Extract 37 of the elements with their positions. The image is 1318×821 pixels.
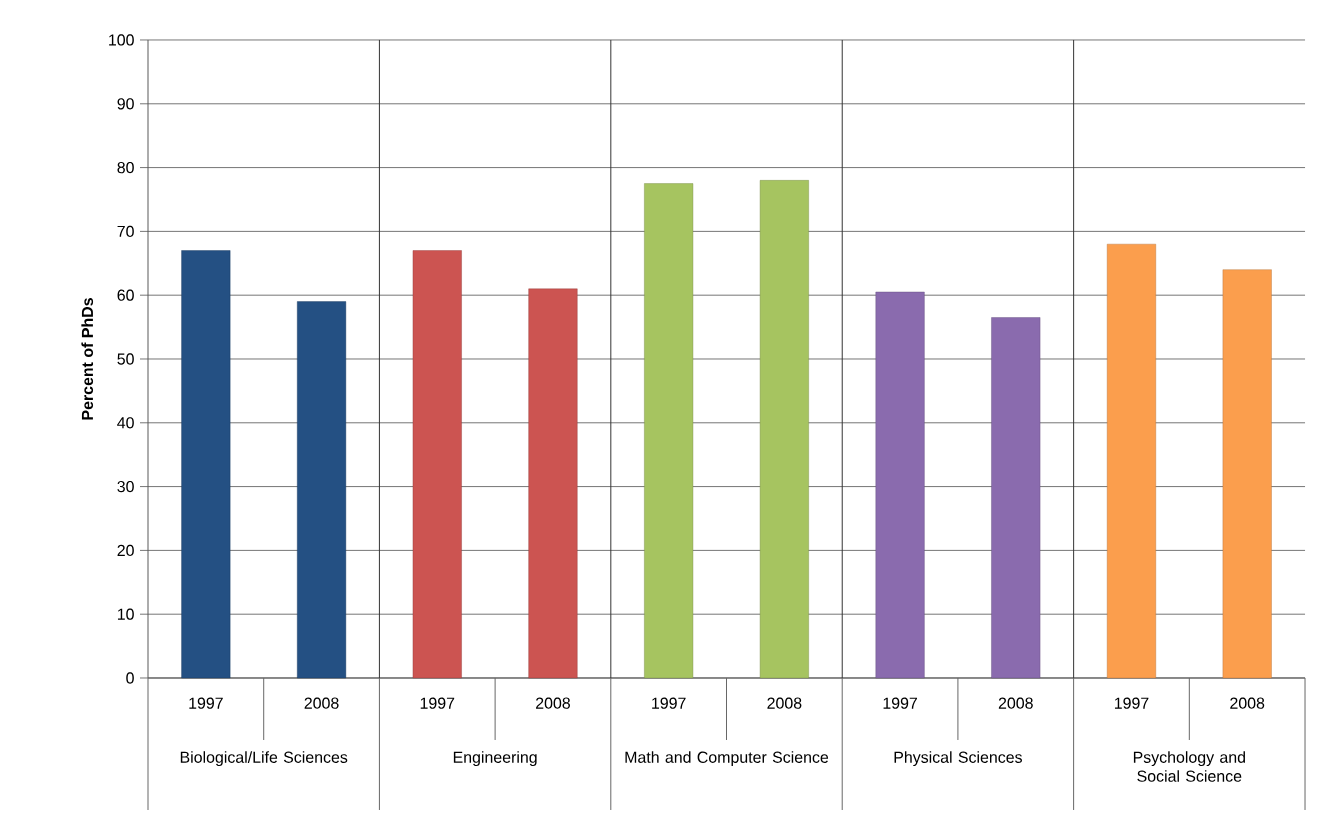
bar [528, 288, 578, 679]
y-tick-label: 40 [117, 417, 134, 429]
bar [644, 183, 694, 679]
y-tick-label: 60 [117, 289, 134, 301]
x-tick-label: 1997 [883, 697, 917, 709]
x-tick-label: 1997 [420, 697, 455, 709]
x-tick-label: 2008 [998, 697, 1033, 709]
y-tick-label: 70 [117, 225, 134, 238]
x-tick-label: 2008 [304, 697, 339, 709]
text: Engineering [453, 751, 537, 767]
bar [412, 250, 462, 679]
text: Psychology and Social Science [1133, 751, 1245, 782]
x-tick-label: 1997 [1114, 697, 1149, 709]
y-tick-label: 0 [126, 672, 134, 684]
x-tick-label: 1997 [652, 697, 686, 709]
y-axis-title: Percent of PhDs [81, 298, 94, 420]
bar [759, 180, 809, 679]
y-tick-label: 20 [117, 544, 134, 557]
x-tick-label: 2008 [767, 697, 802, 709]
y-tick-label: 90 [117, 98, 134, 110]
bar [1106, 243, 1156, 679]
x-tick-label: 2008 [1230, 697, 1265, 709]
bar [991, 317, 1041, 679]
text: Biological/Life Sciences [180, 751, 348, 767]
bar [181, 250, 231, 679]
bar [1222, 269, 1272, 679]
y-tick-label: 30 [117, 480, 134, 493]
text: Physical Sciences [894, 751, 1022, 767]
x-tick-label: 2008 [536, 697, 570, 709]
bar [297, 301, 347, 679]
y-tick-label: 10 [117, 608, 134, 620]
y-tick-label: 80 [117, 161, 134, 174]
y-tick-label: 50 [117, 353, 134, 365]
x-tick-label: 1997 [189, 697, 223, 709]
y-tick-label: 100 [109, 34, 134, 46]
text: Math and Computer Science [625, 751, 829, 767]
bar [875, 291, 925, 679]
